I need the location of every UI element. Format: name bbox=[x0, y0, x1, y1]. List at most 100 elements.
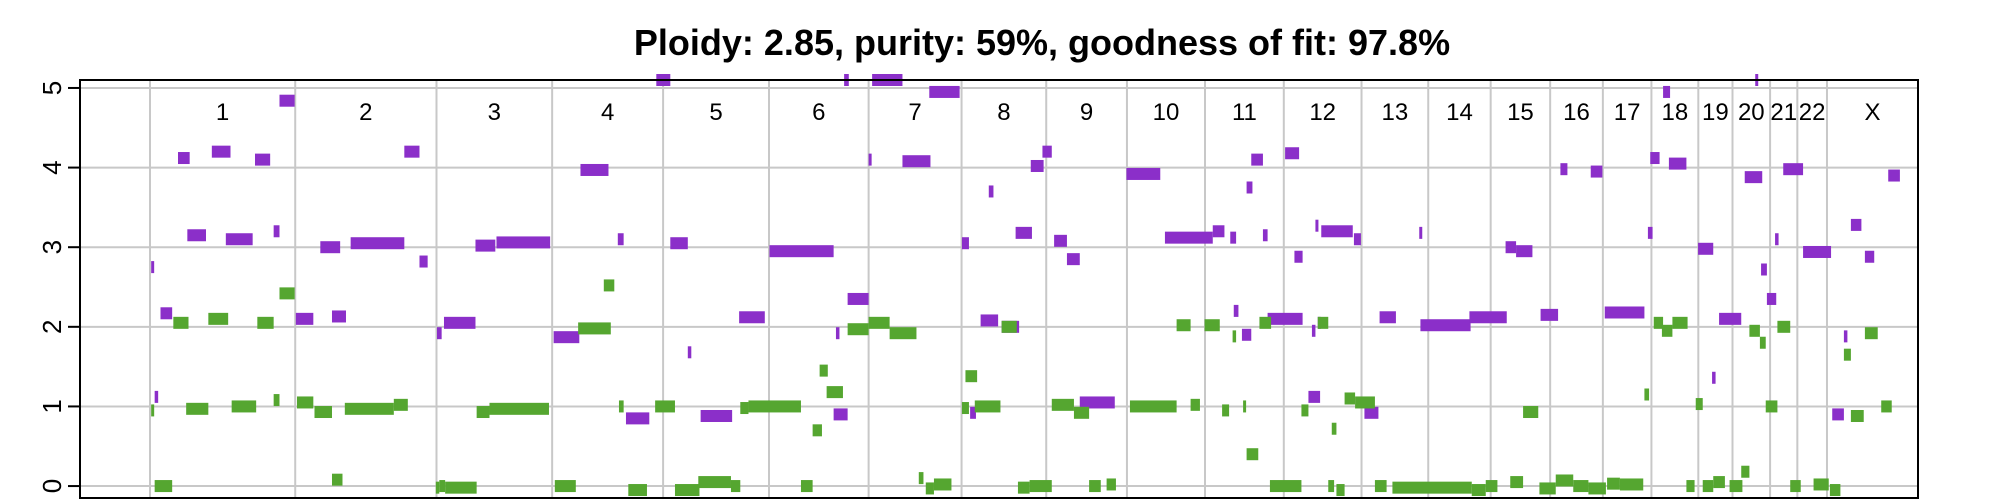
minor-copy-segment bbox=[578, 322, 611, 335]
major-copy-segment bbox=[1241, 328, 1252, 341]
major-copy-segment bbox=[1775, 233, 1779, 246]
minor-copy-segment bbox=[1686, 480, 1695, 493]
chromosome-label: 19 bbox=[1702, 99, 1729, 126]
minor-copy-segment bbox=[800, 480, 813, 493]
major-copy-segment bbox=[961, 237, 969, 250]
copy-number-segments bbox=[151, 74, 1900, 497]
minor-copy-segment bbox=[1702, 480, 1714, 493]
major-copy-segment bbox=[835, 327, 840, 340]
minor-copy-segment bbox=[1232, 330, 1237, 343]
major-copy-segment bbox=[1066, 253, 1080, 266]
minor-copy-segment bbox=[1759, 336, 1766, 349]
y-axis: 0 1 2 3 4 5 bbox=[37, 81, 80, 493]
major-copy-segment bbox=[1560, 163, 1568, 176]
major-copy-segment bbox=[1267, 312, 1303, 325]
major-copy-segment bbox=[1843, 330, 1848, 343]
major-copy-segment bbox=[1379, 311, 1396, 324]
major-copy-segment bbox=[1294, 250, 1303, 263]
minor-copy-segment bbox=[1243, 400, 1247, 413]
chromosome-label: 1 bbox=[216, 99, 229, 126]
minor-copy-segment bbox=[208, 312, 229, 325]
minor-copy-segment bbox=[257, 316, 274, 329]
minor-copy-segment bbox=[1328, 480, 1335, 493]
minor-copy-segment bbox=[296, 396, 314, 409]
minor-copy-segment bbox=[730, 480, 741, 493]
minor-copy-segment bbox=[1051, 398, 1074, 411]
major-copy-segment bbox=[902, 155, 931, 168]
minor-copy-segment bbox=[1344, 392, 1356, 405]
minor-copy-segment bbox=[1713, 476, 1725, 489]
minor-copy-segment bbox=[1222, 404, 1230, 417]
major-copy-segment bbox=[1321, 225, 1353, 238]
major-copy-segment bbox=[254, 153, 271, 166]
chromosome-label: 18 bbox=[1662, 99, 1689, 126]
minor-copy-segment bbox=[1881, 400, 1892, 413]
major-copy-segment bbox=[1285, 147, 1300, 160]
minor-copy-segment bbox=[173, 316, 189, 329]
minor-copy-segment bbox=[476, 406, 490, 419]
major-copy-segment bbox=[1761, 263, 1767, 276]
major-copy-segment bbox=[1663, 85, 1671, 98]
major-copy-segment bbox=[273, 225, 280, 238]
major-copy-segment bbox=[1079, 396, 1115, 409]
major-copy-segment bbox=[1230, 231, 1237, 244]
major-copy-segment bbox=[1054, 234, 1067, 247]
major-copy-segment bbox=[670, 237, 688, 250]
major-copy-segment bbox=[1419, 226, 1423, 239]
major-copy-segment bbox=[1308, 390, 1321, 403]
major-copy-segment bbox=[700, 409, 733, 422]
chromosome-label: 11 bbox=[1232, 99, 1257, 126]
minor-copy-segment bbox=[812, 424, 822, 437]
major-copy-segment bbox=[553, 331, 580, 344]
minor-copy-segment bbox=[1089, 480, 1101, 493]
minor-copy-segment bbox=[554, 480, 576, 493]
minor-copy-segment bbox=[1829, 484, 1841, 497]
major-copy-segment bbox=[1030, 159, 1044, 172]
minor-copy-segment bbox=[1317, 316, 1329, 329]
major-copy-segment bbox=[1015, 226, 1032, 239]
y-tick-label: 3 bbox=[37, 240, 67, 254]
minor-copy-segment bbox=[1619, 478, 1644, 491]
major-copy-segment bbox=[1364, 406, 1379, 419]
minor-copy-segment bbox=[1672, 316, 1688, 329]
minor-copy-segment bbox=[1729, 480, 1743, 493]
minor-copy-segment bbox=[279, 287, 295, 300]
major-copy-segment bbox=[1469, 311, 1507, 324]
minor-copy-segment bbox=[655, 400, 675, 413]
chromosome-label: 10 bbox=[1153, 99, 1180, 126]
minor-copy-segment bbox=[393, 398, 408, 411]
minor-copy-segment bbox=[1695, 398, 1703, 411]
chromosome-label: 22 bbox=[1799, 99, 1826, 126]
minor-copy-segment bbox=[1573, 480, 1589, 493]
minor-copy-segment bbox=[819, 364, 828, 377]
minor-copy-segment bbox=[868, 316, 890, 329]
chromosome-label: 9 bbox=[1080, 99, 1093, 126]
minor-copy-segment bbox=[1485, 480, 1498, 493]
minor-copy-segment bbox=[1129, 400, 1177, 413]
chromosome-label: 2 bbox=[359, 99, 372, 126]
major-copy-segment bbox=[1164, 231, 1213, 244]
major-copy-segment bbox=[1744, 171, 1763, 184]
chromosome-label: 14 bbox=[1446, 99, 1473, 126]
minor-copy-segment bbox=[1471, 484, 1486, 497]
minor-copy-segment bbox=[151, 404, 155, 417]
minor-copy-segment bbox=[273, 394, 280, 407]
major-copy-segment bbox=[988, 185, 994, 198]
major-copy-segment bbox=[1647, 226, 1653, 239]
minor-copy-segment bbox=[1813, 478, 1829, 491]
chromosome-label: 20 bbox=[1738, 99, 1765, 126]
major-copy-segment bbox=[970, 406, 976, 419]
minor-copy-segment bbox=[231, 400, 257, 413]
minor-copy-segment bbox=[740, 402, 749, 415]
major-copy-segment bbox=[1540, 308, 1559, 321]
minor-copy-segment bbox=[1029, 480, 1052, 493]
major-copy-segment bbox=[1315, 219, 1319, 232]
major-copy-segment bbox=[225, 233, 253, 246]
chromosome-label: X bbox=[1864, 99, 1880, 126]
major-copy-segment bbox=[1233, 304, 1239, 317]
y-tick-label: 0 bbox=[37, 479, 67, 493]
chromosome-label: 8 bbox=[997, 99, 1010, 126]
minor-copy-segment bbox=[698, 476, 731, 489]
major-copy-segment bbox=[929, 85, 960, 98]
major-copy-segment bbox=[580, 163, 609, 176]
